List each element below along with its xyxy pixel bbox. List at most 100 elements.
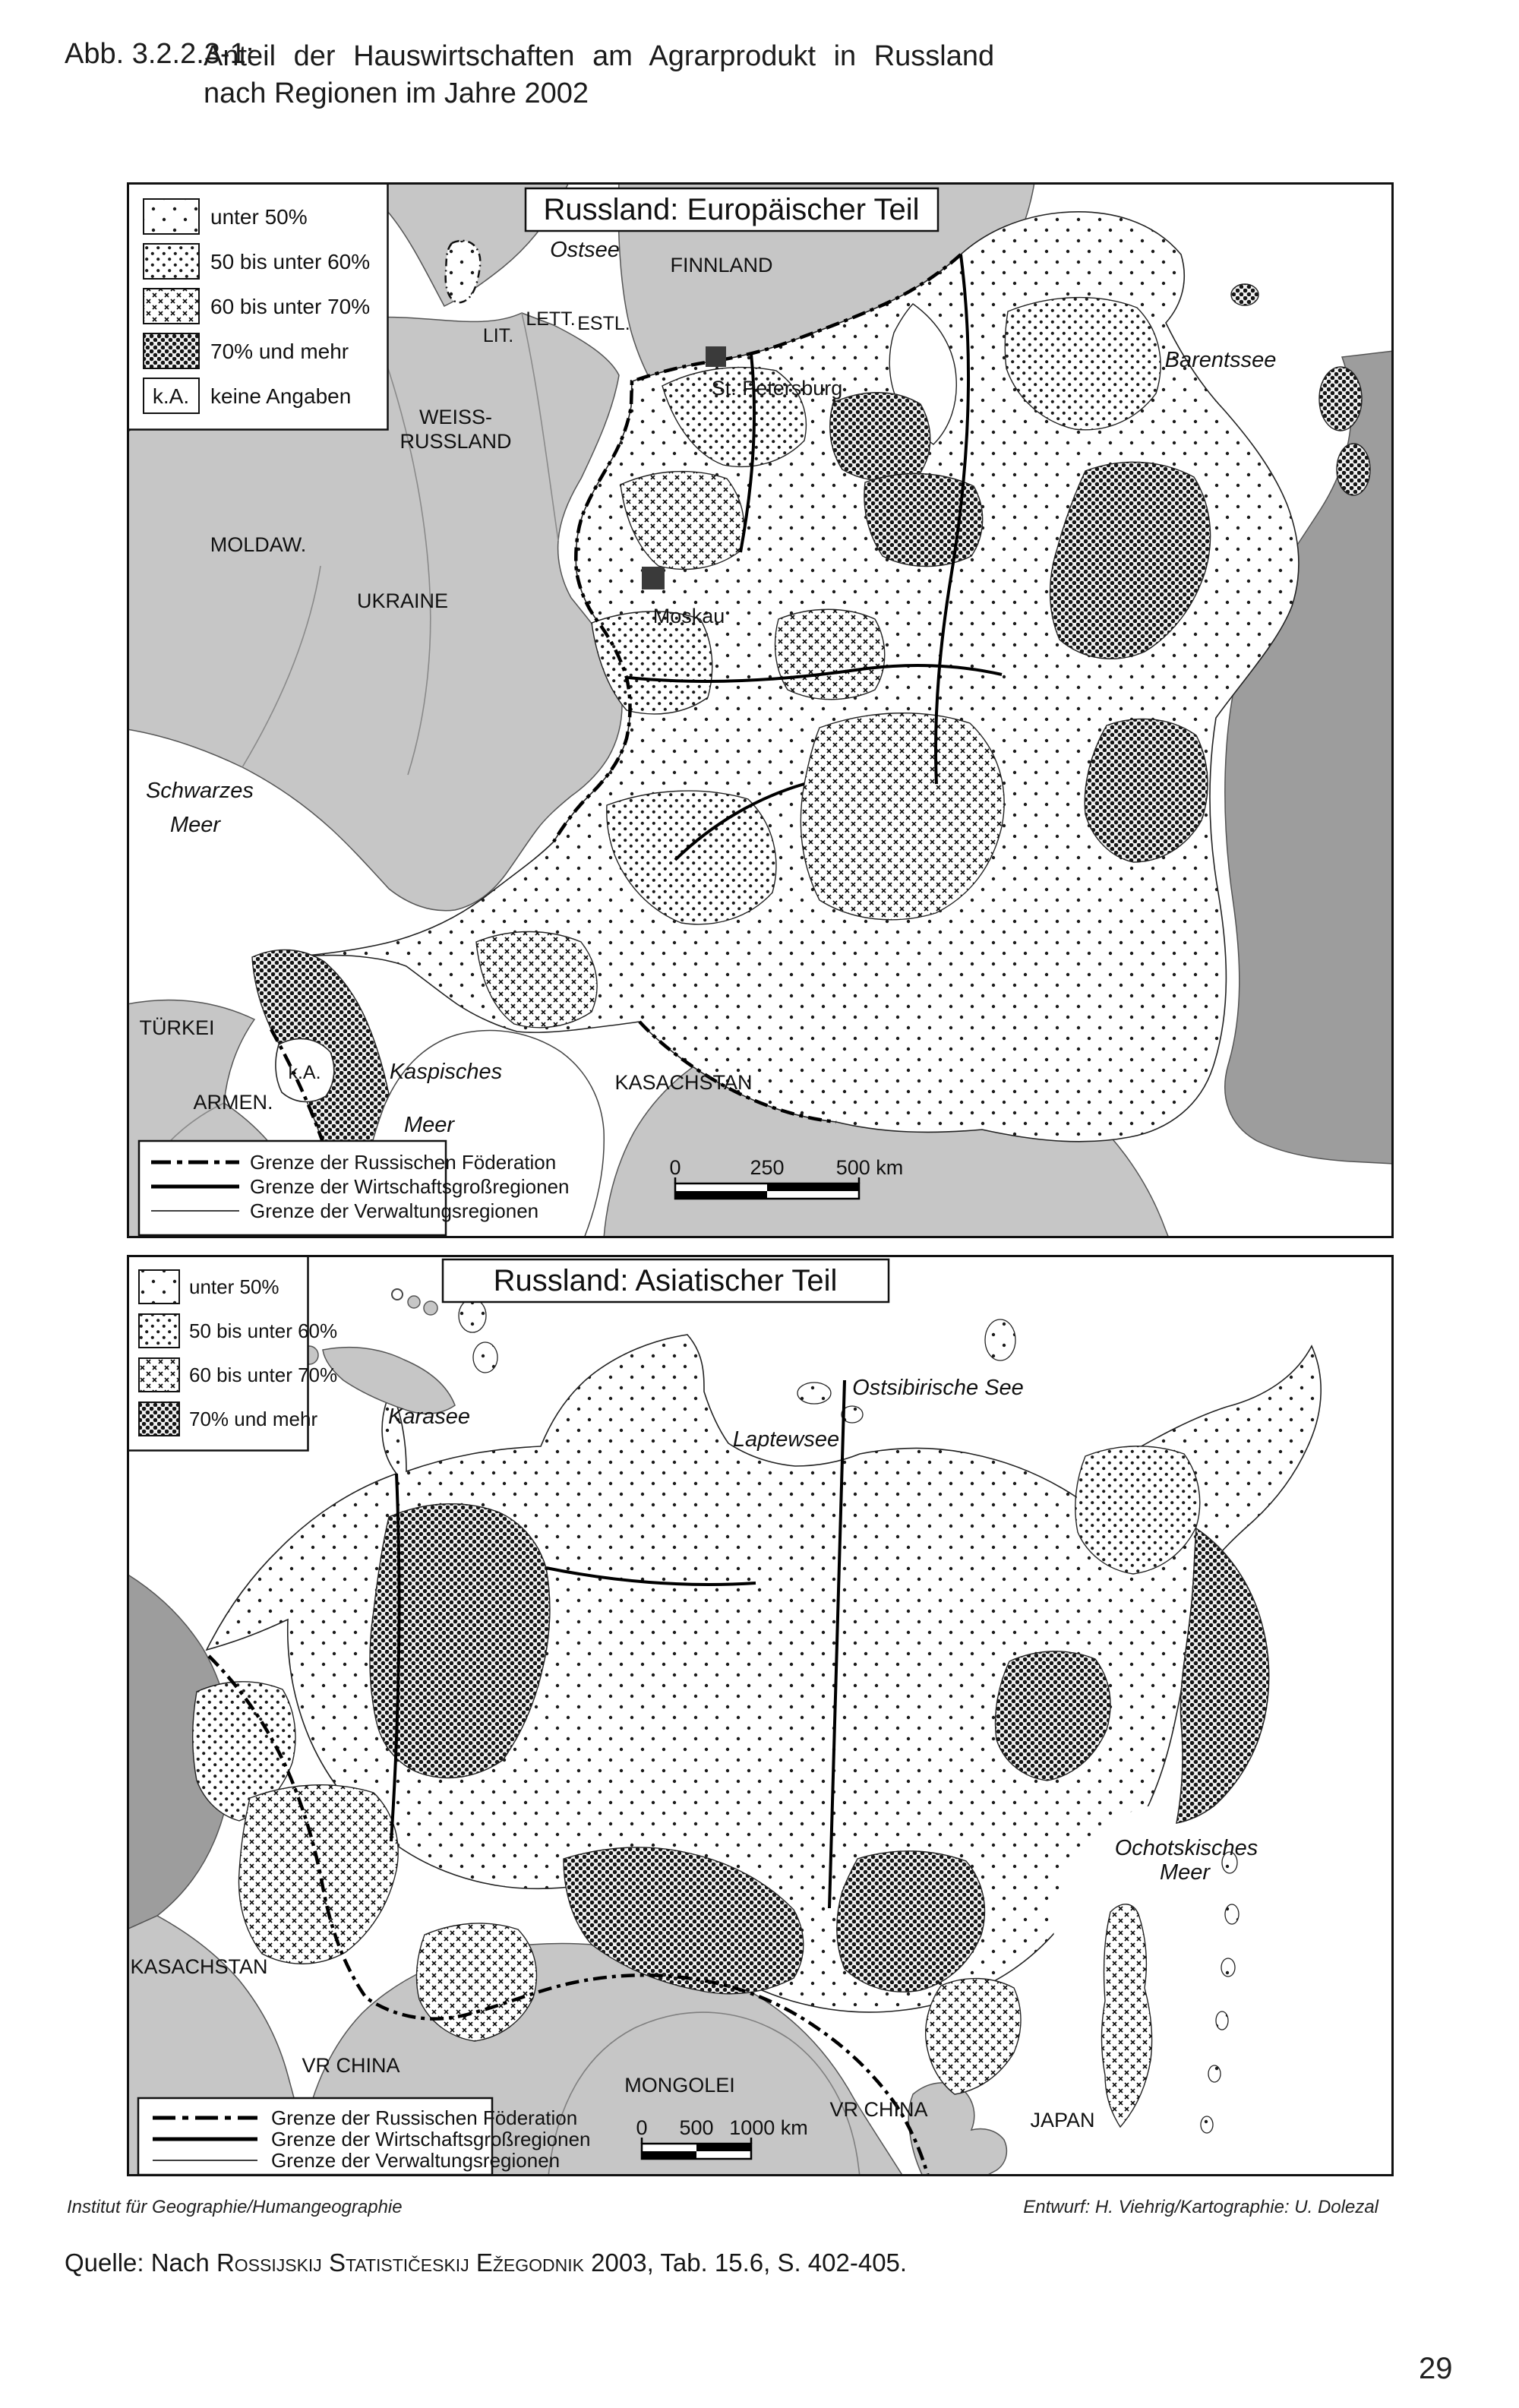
legend2-swatch-60-70 (138, 1357, 180, 1392)
label-ochotskisches-meer-1: Ochotskisches (1115, 1836, 1258, 1860)
boundary-label-admin: Grenze der Verwaltungsregionen (250, 1199, 538, 1222)
map-european-frame (127, 182, 1394, 1238)
legend2-label-60-70: 60 bis unter 70% (189, 1364, 337, 1386)
label-estl: ESTL. (577, 313, 630, 334)
choropleth-subregions-2 (192, 1446, 1201, 2095)
legend2-label-50-60: 50 bis unter 60% (189, 1319, 337, 1342)
map-european-boundary-legend: Grenze der Russischen Föderation Grenze … (137, 1139, 570, 1237)
label-japan: JAPAN (1030, 2109, 1094, 2131)
label-ukraine: UKRAINE (357, 589, 448, 612)
stpetersburg-marker (706, 346, 726, 367)
legend-label-50-60: 50 bis unter 60% (210, 250, 370, 273)
label-lit: LIT. (483, 325, 513, 346)
label-finnland: FINNLAND (670, 254, 772, 277)
label-weissrussland-1: WEISS- (419, 406, 492, 428)
label-lett: LETT. (526, 308, 575, 330)
label-armen: ARMEN. (193, 1091, 273, 1114)
legend2-swatch-unter50 (138, 1269, 180, 1304)
boundary-label-macro: Grenze der Wirtschaftsgroßregionen (250, 1175, 570, 1198)
legend-swatch-ka (143, 378, 200, 414)
label-ostsee: Ostsee (550, 238, 620, 262)
scale-250: 250 (750, 1156, 784, 1179)
source-suffix: 2003, Tab. 15.6, S. 402-405. (584, 2248, 908, 2277)
label-vrchina-west: VR CHINA (302, 2054, 399, 2077)
credit-cartography: Entwurf: H. Viehrig/Kartographie: U. Dol… (1023, 2197, 1378, 2217)
map-asian-boundary-legend: Grenze der Russischen Föderation Grenze … (137, 2097, 591, 2176)
kamchatka-region (1176, 1527, 1270, 1824)
map-asian-legend: unter 50% 50 bis unter 60% 60 bis unter … (127, 1255, 337, 1452)
figure-title-line2: nach Regionen im Jahre 2002 (204, 77, 589, 109)
legend-label-ka: keine Angaben (210, 384, 351, 408)
label-tuerkei: TÜRKEI (139, 1016, 214, 1039)
legend2-swatch-70plus (138, 1402, 180, 1436)
legend-label-60-70: 60 bis unter 70% (210, 295, 370, 318)
legend2-swatch-50-60 (138, 1313, 180, 1348)
boundary-label-federation: Grenze der Russischen Föderation (250, 1151, 556, 1174)
label-moldaw: MOLDAW. (210, 533, 307, 556)
map-asian-frame (127, 1255, 1394, 2176)
label-karasee: Karasee (388, 1405, 470, 1429)
map-asian-title: Russland: Asiatischer Teil (494, 1264, 838, 1297)
legend2-label-unter50: unter 50% (189, 1275, 279, 1298)
figure-number: Abb. 3.2.2.3-1: (65, 38, 254, 70)
foreign-internal-borders (149, 312, 559, 1167)
arctic-islands (299, 1288, 1016, 1424)
scale-500: 500 km (836, 1156, 904, 1179)
label-ochotskisches-meer-2: Meer (1160, 1860, 1211, 1885)
label-stpetersburg: St. Petersburg (712, 377, 843, 400)
mongolia-border (548, 2011, 861, 2176)
legend-ka-abbr: k.A. (153, 384, 189, 408)
ka-region (275, 1038, 335, 1103)
legend-swatch-60-70 (143, 288, 200, 324)
map-asian-scalebar: 0 500 1000 km (636, 2116, 808, 2160)
map-european-legend: unter 50% 50 bis unter 60% 60 bis unter … (127, 182, 389, 431)
map-asian-titlebox: Russland: Asiatischer Teil (441, 1258, 890, 1304)
credit-institute: Institut für Geographie/Humangeographie (67, 2197, 403, 2217)
source-line: Quelle: Nach Rossijskij Statističeskij E… (65, 2248, 907, 2277)
sakhalin-region (1101, 1904, 1153, 2128)
map-european-title: Russland: Europäischer Teil (543, 193, 919, 226)
macro-region-borders-2 (390, 1379, 846, 1909)
map-european-scalebar: 0 250 500 km (669, 1156, 904, 1200)
federation-border-2 (207, 1654, 930, 2176)
label-weissrussland-2: RUSSLAND (399, 430, 511, 453)
label-kaspisches-1: Kaspisches (390, 1060, 502, 1084)
label-mongolei: MONGOLEI (624, 2074, 735, 2097)
label-barentssee: Barentssee (1165, 348, 1277, 372)
kaliningrad-region (444, 239, 482, 304)
scale2-1000: 1000 km (729, 2116, 808, 2139)
boundary2-label-federation: Grenze der Russischen Föderation (271, 2106, 577, 2129)
label-kaspisches-2: Meer (404, 1113, 455, 1137)
map-european-titlebox: Russland: Europäischer Teil (524, 187, 940, 232)
moskau-marker (642, 567, 665, 589)
label-schwarzes-meer-1: Schwarzes (146, 779, 254, 803)
boundary2-label-macro: Grenze der Wirtschaftsgroßregionen (271, 2128, 591, 2150)
map-asian: Karasee Laptewsee Ostsibirische See Ocho… (127, 1255, 1394, 2176)
label-kasachstan-asia: KASACHSTAN (130, 1955, 267, 1978)
credits-row: Institut für Geographie/Humangeographie … (67, 2197, 1378, 2218)
map-european: Ostsee FINNLAND LIT. LETT. ESTL. St. Pet… (127, 182, 1394, 1238)
scale2-0: 0 (636, 2116, 647, 2139)
page-number: 29 (1419, 2352, 1453, 2385)
legend2-label-70plus: 70% und mehr (189, 1408, 317, 1430)
asian-russia-shaded-band (1224, 350, 1394, 1164)
map-asian-labels: Karasee Laptewsee Ostsibirische See Ocho… (130, 1376, 1258, 2131)
kuril-islands (1200, 1851, 1240, 2134)
legend-label-unter50: unter 50% (210, 205, 308, 229)
label-kasachstan-eur: KASACHSTAN (614, 1071, 752, 1094)
legend-swatch-50-60 (143, 243, 200, 280)
scale-0: 0 (669, 1156, 681, 1179)
label-laptewsee: Laptewsee (733, 1427, 839, 1452)
label-ostsibirische-see: Ostsibirische See (852, 1376, 1024, 1400)
label-schwarzes-meer-2: Meer (170, 813, 221, 837)
label-moskau: Moskau (653, 605, 725, 627)
label-ka: k.A. (288, 1062, 321, 1083)
legend-label-70plus: 70% und mehr (210, 340, 349, 363)
macro-region-borders (627, 254, 1003, 861)
boundary2-label-admin: Grenze der Verwaltungsregionen (271, 2149, 560, 2172)
source-title-smallcaps: Rossijskij Statističeskij Ežegodnik (216, 2248, 585, 2277)
label-vrchina-east: VR CHINA (829, 2098, 927, 2121)
figure-title: Anteil der Hauswirtschaften am Agrarprod… (204, 38, 1388, 112)
source-prefix: Quelle: Nach (65, 2248, 216, 2277)
